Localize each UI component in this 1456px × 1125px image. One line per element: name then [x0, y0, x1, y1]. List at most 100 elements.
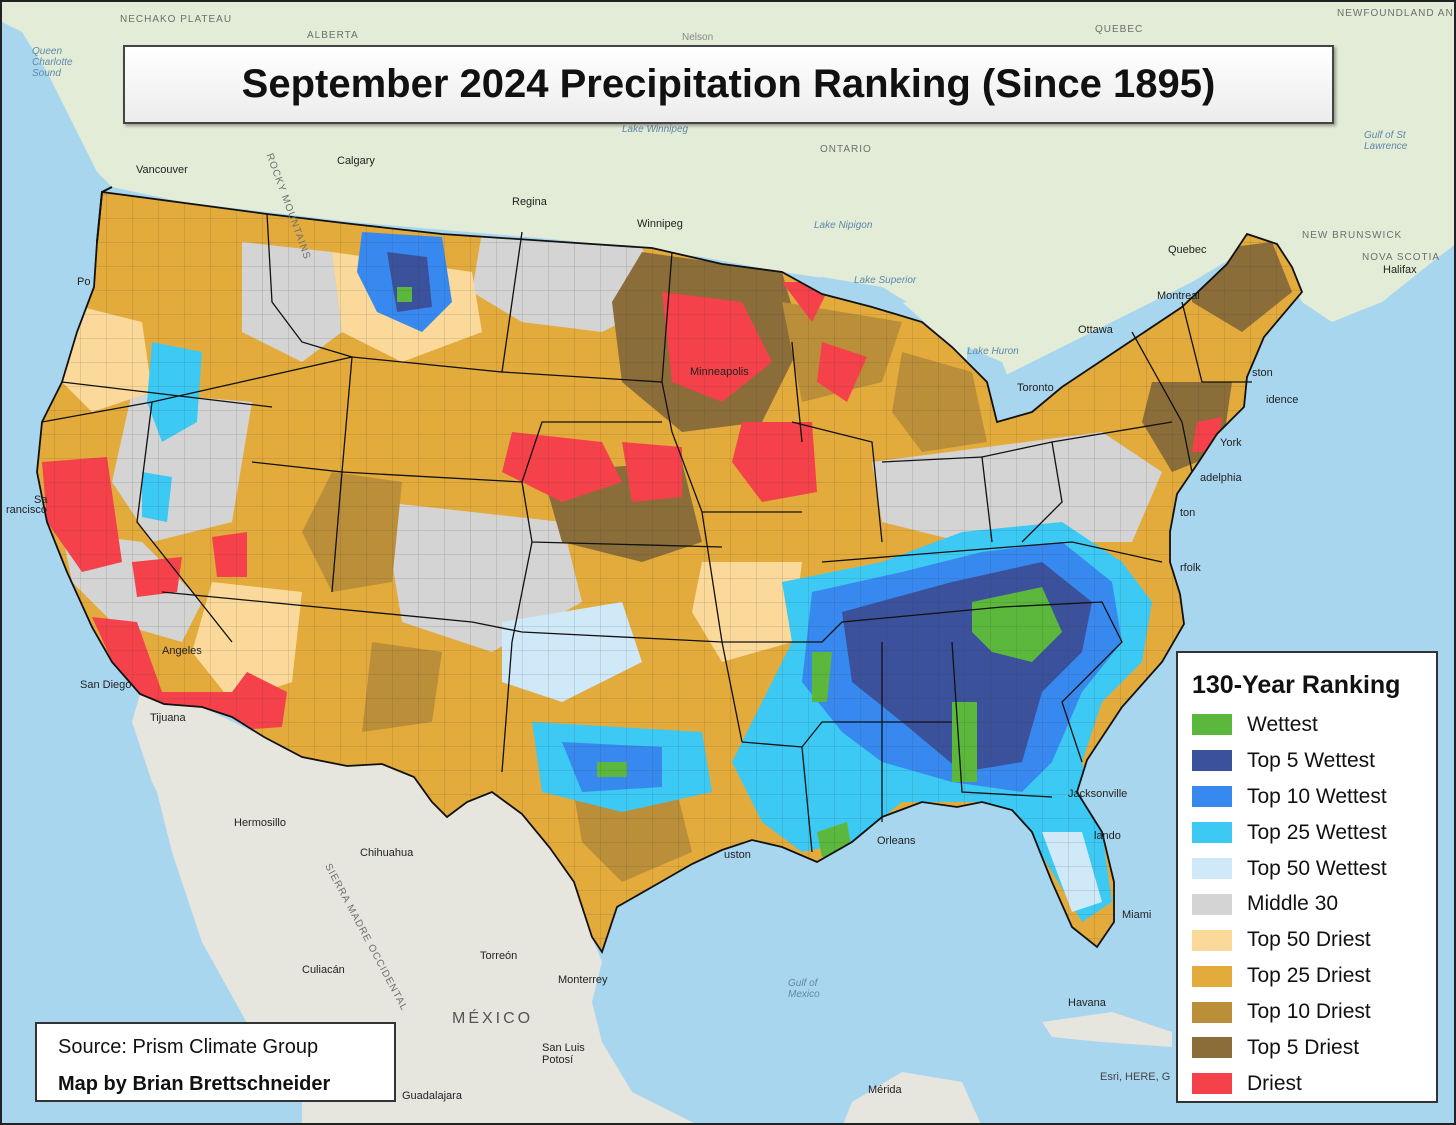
source-text: Source: Prism Climate Group — [58, 1036, 319, 1058]
state-boundaries — [36, 190, 1304, 955]
legend-swatch — [1192, 1073, 1232, 1095]
label-torreon: Torreón — [480, 950, 518, 962]
legend-items: Wettest Top 5 Wettest Top 10 Wettest Top 25… — [1192, 707, 1387, 1102]
legend-label: Top 5 Wettest — [1247, 748, 1376, 772]
label-ontario: ONTARIO — [820, 144, 872, 155]
label-toronto: Toronto — [1017, 382, 1054, 394]
legend-swatch — [1192, 858, 1232, 879]
label-mexico: MÉXICO — [452, 1010, 534, 1027]
label-regina: Regina — [512, 196, 547, 208]
author-text: Map by Brian Brettschneider — [58, 1073, 331, 1095]
legend-swatch — [1192, 893, 1232, 915]
label-calgary: Calgary — [337, 155, 375, 167]
label-montreal: Montreal — [1157, 290, 1200, 302]
label-nechako-plateau: NECHAKO PLATEAU — [120, 14, 233, 25]
legend-swatch — [1192, 714, 1232, 736]
label-ottawa: Ottawa — [1078, 324, 1113, 336]
label-merida: Mérida — [868, 1084, 902, 1096]
legend-item: Top 25 Wettest — [1192, 815, 1387, 851]
label-lake-huron: Lake Huron — [967, 346, 1019, 357]
label-lake-winnipeg: Lake Winnipeg — [622, 124, 689, 135]
label-tijuana: Tijuana — [150, 712, 186, 724]
legend-label: Top 25 Driest — [1247, 964, 1371, 988]
legend-swatch — [1192, 822, 1232, 844]
title-box: September 2024 Precipitation Ranking (Si… — [123, 45, 1334, 124]
legend-item: Middle 30 — [1192, 886, 1387, 922]
legend-label: Top 50 Wettest — [1247, 856, 1387, 880]
legend-label: Middle 30 — [1247, 892, 1339, 916]
label-quebec-city: Quebec — [1168, 244, 1207, 256]
label-nelson: Nelson — [682, 32, 714, 43]
basemap-attribution: Esri, HERE, G — [1100, 1071, 1171, 1083]
label-nova-scotia: NOVA SCOTIA — [1362, 252, 1441, 263]
legend-label: Driest — [1247, 1071, 1302, 1095]
label-washington: ton — [1180, 507, 1196, 519]
legend-swatch — [1192, 1001, 1232, 1023]
legend-label: Top 10 Driest — [1247, 1000, 1371, 1024]
maritimes-land — [1332, 122, 1442, 247]
mexico-land — [132, 694, 694, 1123]
legend-swatch — [1192, 929, 1232, 951]
label-orlando: lando — [1094, 830, 1121, 842]
label-philadelphia: adelphia — [1200, 472, 1242, 484]
legend-label: Top 25 Wettest — [1247, 820, 1387, 844]
legend-label: Top 10 Wettest — [1247, 784, 1387, 808]
label-hermosillo: Hermosillo — [234, 817, 286, 829]
label-new-orleans: Orleans — [877, 835, 916, 847]
baja-land — [132, 702, 227, 892]
source-box: Source: Prism Climate Group Map by Brian… — [35, 1022, 396, 1102]
legend-swatch — [1192, 1037, 1232, 1059]
label-queen-charlotte-sound: Queen Charlotte Sound — [32, 46, 73, 79]
legend-item: Top 10 Driest — [1192, 994, 1387, 1030]
legend: 130-Year Ranking Wettest Top 5 Wettest Top… — [1176, 651, 1438, 1103]
map-title: September 2024 Precipitation Ranking (Si… — [241, 62, 1216, 106]
label-portland: Po — [77, 276, 91, 288]
label-san-francisco: rancisco — [6, 504, 47, 516]
label-vancouver: Vancouver — [136, 164, 188, 176]
legend-label: Top 5 Driest — [1247, 1035, 1360, 1059]
label-monterrey: Monterrey — [558, 974, 608, 986]
label-chihuahua: Chihuahua — [360, 847, 414, 859]
label-winnipeg: Winnipeg — [637, 218, 683, 230]
label-boston: ston — [1252, 367, 1273, 379]
label-lake-superior: Lake Superior — [854, 275, 917, 286]
legend-label: Wettest — [1247, 712, 1318, 736]
label-gulf-of-mexico: Gulf of Mexico — [788, 978, 820, 1000]
label-havana: Havana — [1068, 997, 1106, 1009]
legend-item: Top 25 Driest — [1192, 958, 1387, 994]
label-lake-nipigon: Lake Nipigon — [814, 220, 873, 231]
legend-label: Top 50 Driest — [1247, 928, 1371, 952]
legend-item: Top 50 Driest — [1192, 922, 1387, 958]
legend-swatch — [1192, 786, 1232, 808]
label-houston: uston — [724, 849, 751, 861]
label-san-luis-potosi: San Luis Potosí — [542, 1042, 585, 1066]
label-providence: idence — [1266, 394, 1299, 406]
legend-title: 130-Year Ranking — [1192, 671, 1401, 699]
label-alberta: ALBERTA — [307, 30, 359, 41]
coastline — [96, 186, 113, 243]
label-minneapolis: Minneapolis — [690, 366, 749, 378]
label-san-diego: San Diego — [80, 679, 132, 691]
legend-item: Top 5 Driest — [1192, 1030, 1387, 1066]
legend-item: Top 50 Wettest — [1192, 851, 1387, 887]
cuba-land — [1042, 1012, 1172, 1047]
label-sacramento: Sa — [34, 494, 48, 506]
label-norfolk: rfolk — [1180, 562, 1201, 574]
legend-item: Top 10 Wettest — [1192, 779, 1387, 815]
legend-swatch — [1192, 965, 1232, 987]
legend-swatch — [1192, 750, 1232, 772]
label-culiacan: Culiacán — [302, 964, 345, 976]
yucatan-land — [843, 1072, 981, 1123]
label-miami: Miami — [1122, 909, 1152, 921]
label-jacksonville: Jacksonville — [1068, 788, 1128, 800]
label-guadalajara: Guadalajara — [402, 1090, 462, 1102]
label-quebec: QUEBEC — [1095, 24, 1144, 35]
label-halifax: Halifax — [1383, 264, 1417, 276]
legend-item: Wettest — [1192, 707, 1387, 743]
label-new-brunswick: NEW BRUNSWICK — [1302, 230, 1403, 241]
label-new-york: York — [1220, 437, 1242, 449]
label-newfoundland: NEWFOUNDLAND AND LABRADOR — [1337, 8, 1454, 19]
legend-item: Top 5 Wettest — [1192, 743, 1387, 779]
